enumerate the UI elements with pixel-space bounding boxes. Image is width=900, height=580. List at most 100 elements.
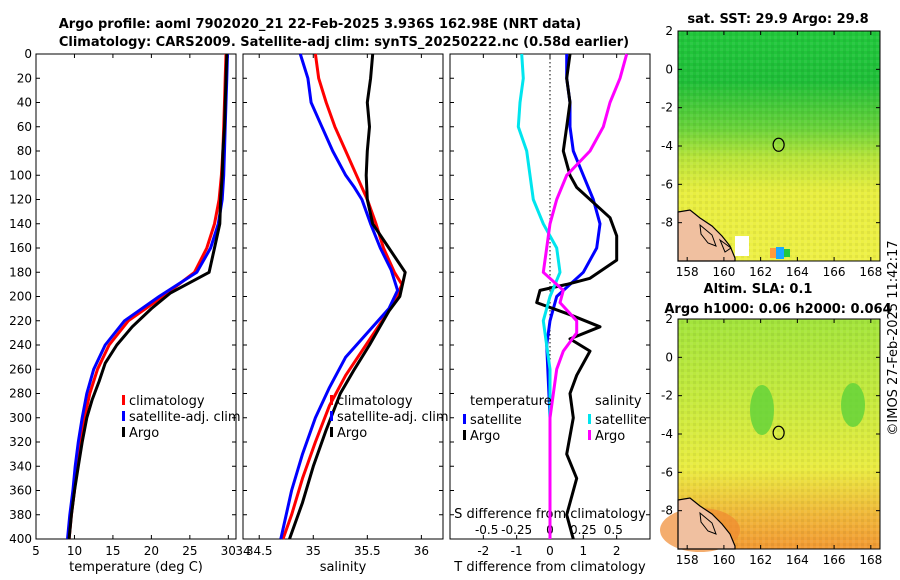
depth-tick-label: 400 [9, 532, 32, 546]
x-tick-label: 34 [235, 544, 250, 558]
depth-tick-label: 280 [9, 387, 32, 401]
depth-tick-label: 240 [9, 338, 32, 352]
map-y-tick-label: -8 [661, 216, 673, 230]
map-y-tick-label: 2 [665, 24, 673, 38]
legend-swatch [122, 411, 125, 421]
depth-tick-label: 100 [9, 168, 32, 182]
map-y-tick-label: 2 [665, 312, 673, 326]
depth-tick-label: 160 [9, 241, 32, 255]
x-tick-label: 2 [613, 544, 621, 558]
sla-map-title-line-1: Altim. SLA: 0.1 [704, 282, 813, 297]
series-line-argo [288, 53, 407, 540]
legend-swatch [330, 411, 333, 421]
x-tick-label: -1 [511, 544, 523, 558]
legend-label: satellite [470, 413, 522, 428]
legend-swatch [122, 427, 125, 437]
profile-panel-salinity: 34.5 35 35.5 36 34 salinity climatologysatelli… [235, 53, 449, 575]
depth-tick-label: 260 [9, 362, 32, 376]
x-axis-label: T difference from climatology [453, 560, 646, 575]
map-y-tick-label: -6 [661, 177, 673, 191]
depth-tick-label: 140 [9, 217, 32, 231]
depth-tick-label: 320 [9, 435, 32, 449]
x-tick-label: 5 [32, 544, 40, 558]
depth-tick-label: 200 [9, 290, 32, 304]
panel-frame [242, 53, 444, 540]
x-tick-label: 20 [144, 544, 159, 558]
series-line-s-satellite [516, 53, 562, 539]
map-x-tick-label: 166 [823, 553, 846, 567]
map-x-tick-label: 158 [676, 265, 699, 279]
legend-label: Argo [337, 426, 367, 441]
series-line-t-argo [535, 53, 619, 540]
legend-label: climatology [129, 394, 205, 409]
s-tick-label: 0.5 [604, 523, 623, 537]
map-y-tick-label: -2 [661, 101, 673, 115]
map-x-tick-label: 162 [749, 265, 772, 279]
title-line-2: Climatology: CARS2009. Satellite-adj cli… [59, 35, 629, 50]
x-tick-label: 10 [67, 544, 82, 558]
map-y-tick-label: -4 [661, 139, 673, 153]
depth-tick-label: 220 [9, 314, 32, 328]
legend-label: Argo [129, 426, 159, 441]
legend-swatch [588, 414, 591, 424]
legend-label: satellite-adj. clim [337, 410, 449, 425]
x-axis-label: temperature (deg C) [69, 560, 203, 575]
map-x-tick-label: 162 [749, 553, 772, 567]
map-y-tick-label: 0 [665, 62, 673, 76]
x-tick-label: 1 [580, 544, 588, 558]
sst-argo-marker [772, 137, 785, 152]
legend-label: Argo [470, 429, 500, 444]
x-tick-label: 35.5 [354, 544, 381, 558]
sla-map-title-line-2: Argo h1000: 0.06 h2000: 0.064 [664, 302, 891, 317]
legend-label: satellite [595, 413, 647, 428]
credit-stamp: ©IMOS 27-Feb-2025 11:42:17 [886, 240, 900, 435]
sst-map-title: sat. SST: 29.9 Argo: 29.8 [687, 12, 868, 27]
x-tick-label: 36 [414, 544, 429, 558]
sla-argo-marker [772, 425, 785, 440]
depth-tick-label: 380 [9, 508, 32, 522]
map-x-tick-label: 160 [712, 553, 735, 567]
map-x-tick-label: 164 [786, 265, 809, 279]
map-x-tick-label: 168 [859, 553, 882, 567]
x-tick-label: 34.5 [246, 544, 273, 558]
depth-tick-label: 20 [17, 71, 32, 85]
legend-swatch [330, 395, 333, 405]
sla-map [660, 319, 880, 552]
map-x-tick-label: 158 [676, 553, 699, 567]
depth-tick-label: 340 [9, 459, 32, 473]
x-tick-label: -2 [477, 544, 489, 558]
x-axis-label: salinity [320, 560, 367, 575]
s-tick-label: 0.25 [570, 523, 597, 537]
map-y-tick-label: -4 [661, 427, 673, 441]
map-x-tick-label: 164 [786, 553, 809, 567]
legend-swatch [330, 427, 333, 437]
map-x-tick-label: 160 [712, 265, 735, 279]
x-tick-label: 35 [306, 544, 321, 558]
depth-tick-label: 360 [9, 484, 32, 498]
legend-label: satellite-adj. clim [129, 410, 241, 425]
depth-tick-label: 120 [9, 193, 32, 207]
legend-swatch [588, 430, 591, 440]
legend-title-salinity: salinity [595, 394, 642, 409]
map-y-tick-label: -8 [661, 504, 673, 518]
depth-tick-label: 80 [17, 144, 32, 158]
title-line-1: Argo profile: aoml 7902020_21 22-Feb-202… [59, 17, 581, 32]
x-tick-label: 0 [546, 544, 554, 558]
x-tick-label: 15 [105, 544, 120, 558]
depth-tick-label: 300 [9, 411, 32, 425]
legend-swatch [463, 430, 466, 440]
legend-label: Argo [595, 429, 625, 444]
s-tick-label: -0.5 [475, 523, 498, 537]
s-tick-label: -0.25 [501, 523, 532, 537]
depth-tick-label: 60 [17, 120, 32, 134]
depth-tick-label: 0 [24, 47, 32, 61]
sst-map [677, 31, 880, 262]
map-y-tick-label: -6 [661, 465, 673, 479]
legend-label: climatology [337, 394, 413, 409]
legend-swatch [122, 395, 125, 405]
series-line-satellite-adj-clim [279, 53, 400, 540]
series-line-s-argo [541, 53, 629, 539]
depth-tick-label: 40 [17, 96, 32, 110]
map-x-tick-label: 166 [823, 265, 846, 279]
